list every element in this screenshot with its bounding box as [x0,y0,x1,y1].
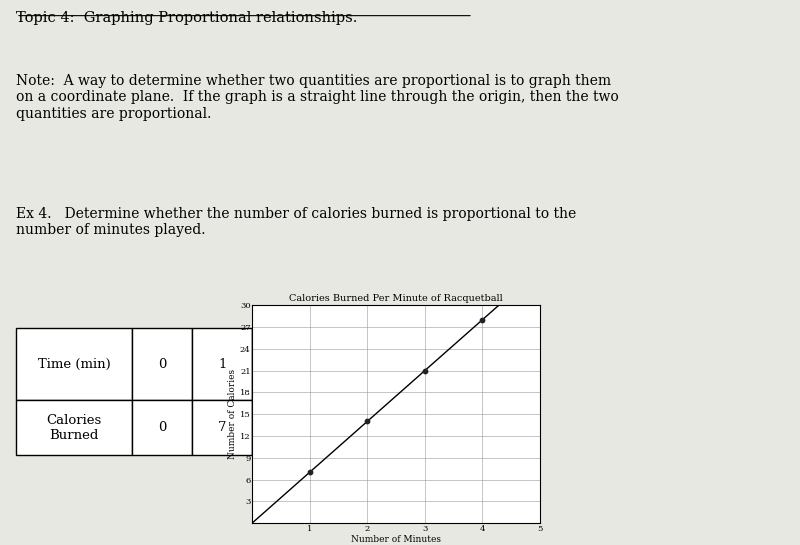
Text: Ex 4.   Determine whether the number of calories burned is proportional to the
n: Ex 4. Determine whether the number of ca… [16,207,576,237]
Text: Topic 4:  Graphing Proportional relationships.: Topic 4: Graphing Proportional relations… [16,11,358,25]
Text: 0: 0 [158,421,166,434]
Bar [16,328,133,400]
Text: 14: 14 [274,421,290,434]
Text: 4: 4 [398,358,406,371]
Bar [312,400,372,455]
Title: Calories Burned Per Minute of Racquetball: Calories Burned Per Minute of Racquetbal… [289,294,503,303]
Point [476,316,489,324]
Text: Time (min): Time (min) [38,358,110,371]
Bar [312,328,372,400]
Text: 2: 2 [278,358,286,371]
Bar [192,328,252,400]
Y-axis label: Number of Calories: Number of Calories [228,369,237,459]
Point [418,366,431,375]
Bar [16,400,133,455]
Text: 3: 3 [338,358,346,371]
X-axis label: Number of Minutes: Number of Minutes [351,535,441,544]
Bar [252,400,312,455]
Point [303,468,316,477]
Bar [372,328,432,400]
Bar [133,400,192,455]
Text: 7: 7 [218,421,226,434]
Bar [133,328,192,400]
Text: 0: 0 [158,358,166,371]
Text: Note:  A way to determine whether two quantities are proportional is to graph th: Note: A way to determine whether two qua… [16,74,618,120]
Text: Calories
Burned: Calories Burned [46,414,102,441]
Point [361,417,374,426]
Text: 28: 28 [394,421,410,434]
Bar [192,400,252,455]
Text: 1: 1 [218,358,226,371]
Bar [252,328,312,400]
Bar [372,400,432,455]
Text: 21: 21 [334,421,350,434]
